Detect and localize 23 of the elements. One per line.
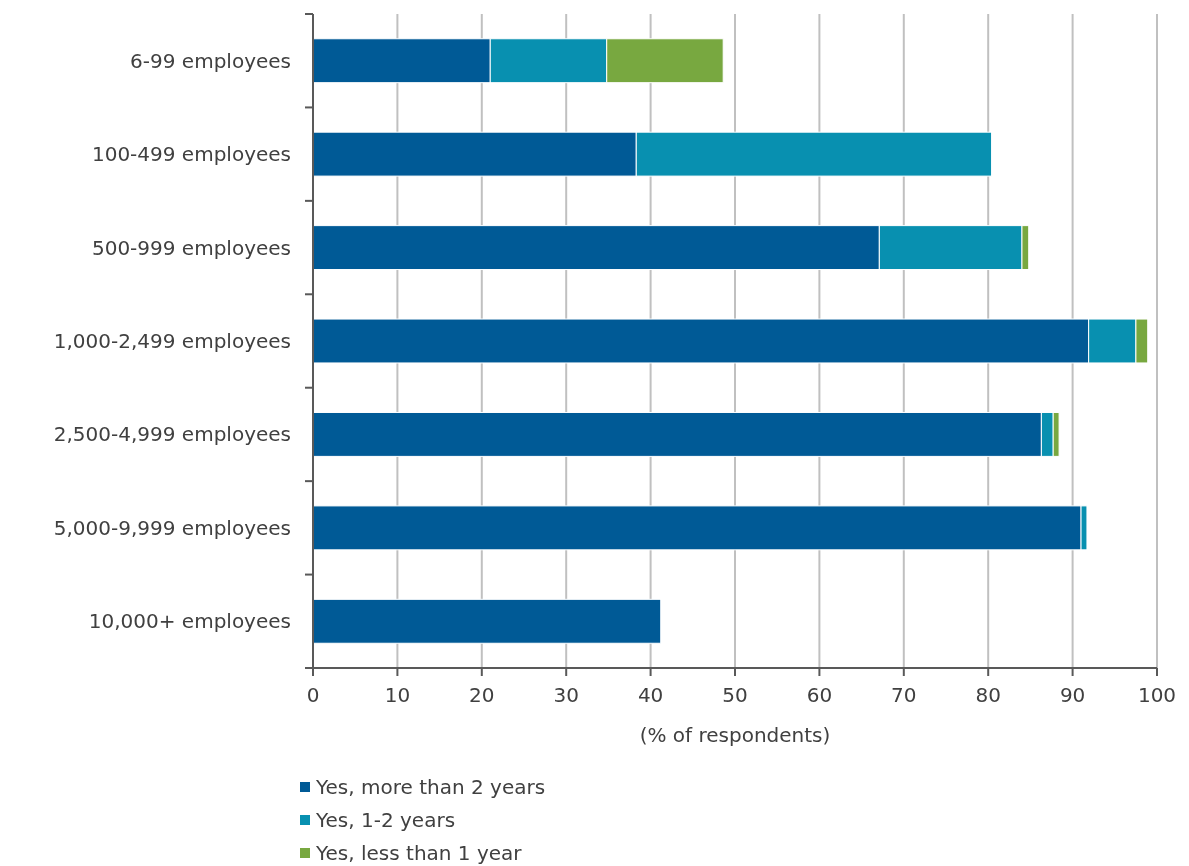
y-tick-label: 10,000+ employees: [88, 609, 291, 634]
x-tick-label: 70: [891, 683, 917, 707]
x-tick-label: 90: [1059, 683, 1086, 707]
x-tick-label: 100: [1137, 683, 1177, 707]
y-tick-label: 6-99 employees: [130, 48, 291, 73]
x-tick-label: 60: [806, 683, 833, 707]
x-tick-label: 20: [469, 683, 495, 707]
y-tick-label: 100-499 employees: [91, 142, 291, 167]
y-tick-label: 1,000-2,499 employees: [53, 329, 291, 353]
x-tick-label: 30: [553, 683, 579, 707]
x-tick-label: 80: [975, 683, 1001, 707]
y-tick-label: 5,000-9,999 employees: [53, 515, 291, 540]
x-tick-label: 10: [384, 683, 411, 707]
legend-label: Yes, more than 2 years: [315, 775, 546, 799]
x-tick-label: 0: [306, 683, 320, 707]
bar: [312, 598, 662, 644]
y-tick-label: 2,500-4,999 employees: [53, 422, 291, 447]
x-axis-title: (% of respondents): [639, 723, 831, 747]
legend-label: Yes, 1-2 years: [315, 808, 456, 832]
y-tick-label: 500-999 employees: [91, 235, 291, 260]
legend-label: Yes, less than 1 year: [315, 841, 523, 865]
x-tick-label: 40: [637, 683, 664, 707]
x-tick-label: 50: [722, 683, 748, 707]
